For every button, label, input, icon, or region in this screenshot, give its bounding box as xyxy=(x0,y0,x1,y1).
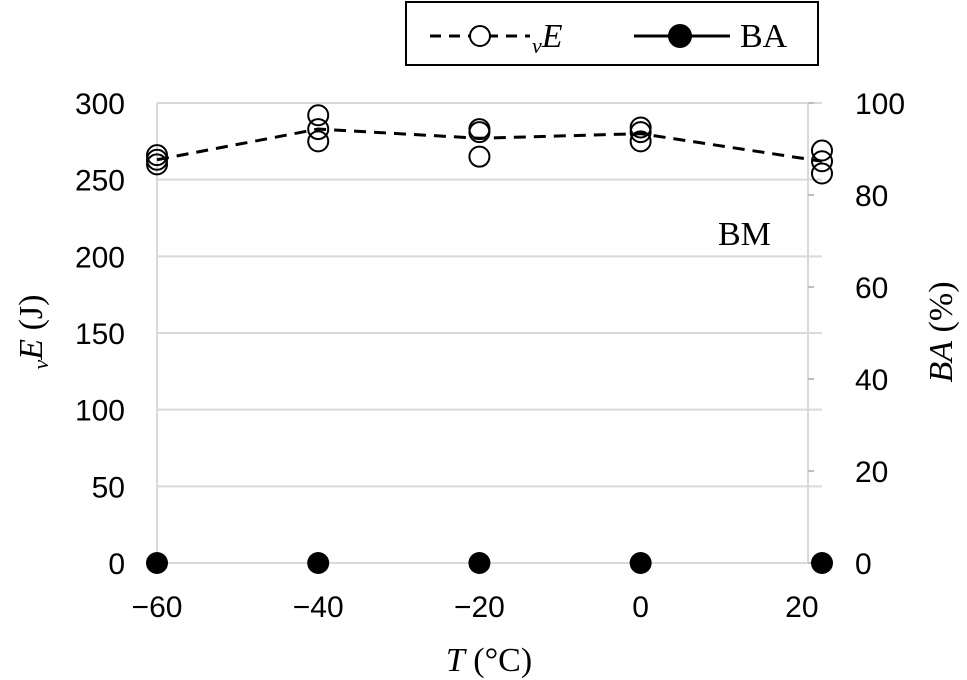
plot-frame xyxy=(156,103,809,563)
ve-point xyxy=(307,104,330,127)
legend-ve-marker xyxy=(469,25,491,47)
ba-point xyxy=(146,552,168,574)
legend: vE BA xyxy=(405,1,819,66)
ve-point xyxy=(629,116,652,139)
ba-point xyxy=(307,552,330,574)
series-ba xyxy=(146,552,833,574)
x-tick-label: −60 xyxy=(132,591,183,624)
y-right-tick-label: 80 xyxy=(855,180,888,213)
ve-point xyxy=(146,153,168,176)
legend-ve-label: vE xyxy=(532,18,563,58)
y-right-tick-label: 40 xyxy=(855,364,888,397)
ve-point xyxy=(811,150,833,173)
series-ve xyxy=(146,104,833,185)
y-left-title: vE (J) xyxy=(13,295,53,370)
y-left-tick-label: 0 xyxy=(108,548,125,581)
y-left-tick-label: 150 xyxy=(75,318,125,351)
y-left-tick-label: 200 xyxy=(75,241,125,274)
y-left-tick-label: 300 xyxy=(75,88,125,121)
y-left-sub: v xyxy=(28,359,53,369)
legend-ve-sub: v xyxy=(532,33,542,58)
y-right-var: BA xyxy=(923,341,960,383)
x-axis-ticks: −60 −40 −20 0 20 xyxy=(132,591,819,624)
y-left-var: E xyxy=(13,339,50,361)
legend-ba-label: BA xyxy=(740,18,788,55)
ba-point xyxy=(811,552,833,574)
y-right-title: BA (%) xyxy=(923,281,960,382)
ve-point xyxy=(307,118,330,141)
y-left-tick-label: 50 xyxy=(92,471,125,504)
ve-point xyxy=(811,139,833,162)
y-right-tick-label: 0 xyxy=(855,548,872,581)
ve-point xyxy=(146,144,168,167)
ve-point xyxy=(468,121,491,144)
ve-point xyxy=(629,121,652,144)
ve-point xyxy=(629,130,652,153)
ve-point xyxy=(146,148,168,171)
ve-point xyxy=(307,130,330,153)
ve-point xyxy=(811,162,833,185)
grid-lines xyxy=(157,102,822,564)
left-axis-ticks: 0 50 100 150 200 250 300 xyxy=(75,88,125,581)
ve-point xyxy=(468,145,491,168)
annotation-bm: BM xyxy=(718,216,771,253)
x-axis-var: T xyxy=(446,642,467,679)
right-axis-ticks: 0 20 40 60 80 100 xyxy=(808,88,905,581)
ba-point xyxy=(629,552,652,574)
y-left-unit: (J) xyxy=(13,295,50,339)
y-left-tick-label: 100 xyxy=(75,395,125,428)
y-right-tick-label: 20 xyxy=(855,456,888,489)
legend-ve-var: E xyxy=(541,18,563,55)
x-axis-title: T (°C) xyxy=(446,642,532,679)
legend-ba-marker xyxy=(668,24,692,48)
x-axis-unit: (°C) xyxy=(465,642,532,679)
y-right-tick-label: 100 xyxy=(855,88,905,121)
x-tick-label: −20 xyxy=(454,591,505,624)
ba-point xyxy=(468,552,491,574)
y-left-tick-label: 250 xyxy=(75,165,125,198)
x-tick-label: 0 xyxy=(632,591,649,624)
x-tick-label: −40 xyxy=(293,591,344,624)
x-tick-label: 20 xyxy=(785,591,818,624)
y-right-tick-label: 60 xyxy=(855,272,888,305)
y-right-unit: (%) xyxy=(923,281,960,340)
